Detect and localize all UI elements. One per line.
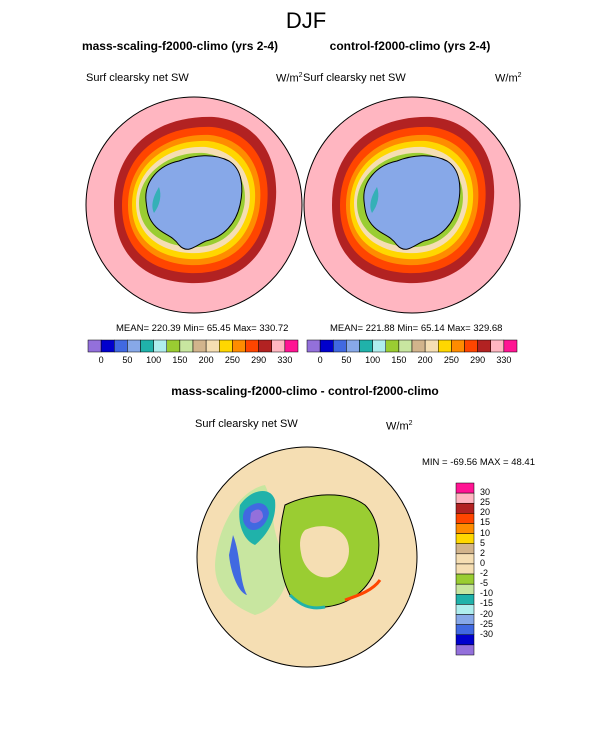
colorbar-tick-label: 330 — [277, 355, 293, 365]
panel-3-stats: MIN = -69.56 MAX = 48.41 — [422, 457, 536, 468]
colorbar-tick-label: 2 — [480, 547, 486, 558]
panel-3-map — [196, 446, 418, 668]
colorbar-tick-label: 290 — [470, 355, 486, 365]
colorbar-swatch — [455, 644, 475, 656]
panel-2-stats: MEAN= 221.88 Min= 65.14 Max= 329.68 — [330, 323, 503, 334]
colorbar-swatch — [455, 573, 475, 585]
colorbar-swatch — [127, 339, 141, 353]
colorbar-swatch — [359, 339, 373, 353]
colorbar-tick-label: 0 — [480, 557, 486, 568]
panel-2-title: control-f2000-climo (yrs 2-4) — [329, 39, 491, 53]
colorbar-swatch — [411, 339, 426, 353]
colorbar-swatch — [306, 339, 321, 353]
panel-1-title: mass-scaling-f2000-climo (yrs 2-4) — [81, 39, 279, 53]
colorbar-swatch — [385, 339, 400, 353]
colorbar-tick-label: 330 — [496, 355, 512, 365]
panel-2-variable: Surf clearsky net SW — [303, 72, 406, 84]
colorbar-swatch — [346, 339, 360, 353]
colorbar-tick-label: 0 — [317, 355, 323, 365]
panel-3-units: W/m2 — [386, 420, 413, 433]
colorbar-tick-label: 100 — [365, 355, 381, 365]
colorbar-3 — [455, 482, 475, 656]
colorbar-swatch — [192, 339, 207, 353]
figure-title: DJF — [285, 8, 327, 33]
colorbar-swatch — [455, 513, 475, 524]
colorbar-tick-label: 50 — [341, 355, 352, 365]
panel-1-units: W/m2 — [276, 72, 303, 85]
colorbar-swatch — [87, 339, 102, 353]
colorbar-swatch — [398, 339, 413, 353]
colorbar-swatch — [455, 543, 475, 555]
panel-1-stats: MEAN= 220.39 Min= 65.45 Max= 330.72 — [116, 323, 289, 334]
colorbar-swatch — [455, 614, 475, 625]
colorbar-swatch — [284, 339, 299, 353]
colorbar-swatch — [455, 482, 475, 494]
colorbar-tick-label: 290 — [251, 355, 267, 365]
colorbar-tick-label: -15 — [480, 598, 494, 609]
colorbar-swatch — [455, 594, 475, 605]
colorbar-tick-label: 250 — [443, 355, 459, 365]
colorbar-swatch — [455, 523, 475, 534]
panel-3-variable: Surf clearsky net SW — [195, 418, 298, 430]
colorbar-swatch — [455, 502, 475, 514]
colorbar-swatch — [205, 339, 220, 353]
colorbar-swatch — [166, 339, 181, 353]
colorbar-tick-label: 5 — [480, 537, 486, 548]
colorbar-swatch — [271, 339, 286, 353]
colorbar-swatch — [114, 339, 128, 353]
colorbar-swatch — [153, 339, 167, 353]
colorbar-tick-label: 200 — [417, 355, 433, 365]
panel-1-map — [85, 96, 303, 314]
colorbar-swatch — [140, 339, 154, 353]
colorbar-tick-label: 200 — [198, 355, 214, 365]
colorbar-swatch — [451, 339, 465, 353]
colorbar-swatch — [477, 339, 491, 353]
colorbar-swatch — [455, 634, 475, 646]
colorbar-tick-label: 150 — [391, 355, 407, 365]
colorbar-tick-label: 10 — [480, 527, 491, 538]
colorbar-tick-label: -25 — [480, 618, 494, 629]
panel-3-title: mass-scaling-f2000-climo - control-f2000… — [171, 384, 439, 398]
colorbar-swatch — [455, 604, 475, 615]
colorbar-tick-label: 25 — [480, 497, 491, 508]
colorbar-swatch — [455, 492, 475, 504]
panel-2-map — [303, 96, 521, 314]
colorbar-2 — [306, 339, 518, 353]
colorbar-swatch — [245, 339, 259, 353]
colorbar-swatch — [372, 339, 386, 353]
colorbar-tick-label: -5 — [480, 578, 489, 589]
panel-2-units: W/m2 — [495, 72, 522, 85]
colorbar-tick-label: -2 — [480, 568, 489, 579]
colorbar-swatch — [490, 339, 505, 353]
colorbar-swatch — [503, 339, 518, 353]
colorbar-tick-label: 150 — [172, 355, 188, 365]
colorbar-tick-label: 30 — [480, 487, 491, 498]
colorbar-tick-label: 20 — [480, 507, 491, 518]
colorbar-swatch — [438, 339, 452, 353]
colorbar-1 — [87, 339, 299, 353]
colorbar-tick-label: 15 — [480, 517, 491, 528]
colorbar-swatch — [455, 624, 475, 636]
colorbar-tick-label: -30 — [480, 628, 494, 639]
colorbar-swatch — [455, 553, 475, 565]
colorbar-swatch — [455, 583, 475, 595]
colorbar-swatch — [232, 339, 246, 353]
colorbar-tick-label: 250 — [224, 355, 240, 365]
colorbar-swatch — [455, 533, 475, 544]
colorbar-tick-label: -20 — [480, 608, 494, 619]
colorbar-swatch — [179, 339, 194, 353]
colorbar-swatch — [333, 339, 347, 353]
colorbar-swatch — [258, 339, 272, 353]
colorbar-swatch — [464, 339, 478, 353]
colorbar-tick-label: 50 — [122, 355, 133, 365]
panel-1-variable: Surf clearsky net SW — [86, 72, 189, 84]
colorbar-swatch — [319, 339, 334, 353]
colorbar-swatch — [100, 339, 115, 353]
colorbar-tick-label: 0 — [98, 355, 104, 365]
colorbar-tick-label: 100 — [146, 355, 162, 365]
colorbar-swatch — [455, 563, 475, 575]
colorbar-swatch — [424, 339, 439, 353]
colorbar-tick-label: -10 — [480, 588, 494, 599]
colorbar-swatch — [219, 339, 233, 353]
